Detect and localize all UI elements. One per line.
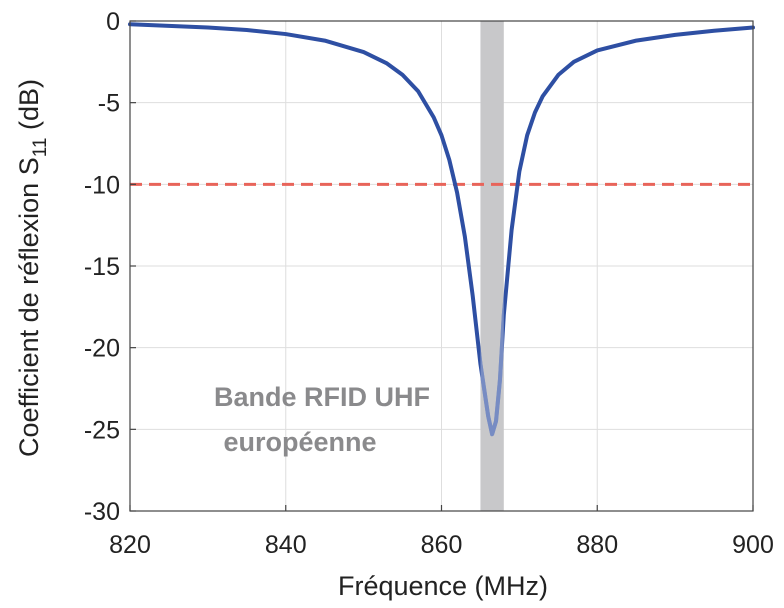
- band-label-line-2: européenne: [223, 427, 376, 457]
- rfid-band-rect: [480, 21, 504, 511]
- band-label-line-1: Bande RFID UHF: [214, 382, 430, 412]
- y-tick-label: 0: [106, 8, 120, 36]
- x-tick-label: 860: [421, 531, 463, 559]
- x-tick-label: 880: [576, 531, 618, 559]
- y-tick-label: -20: [84, 335, 120, 363]
- rfid-band: [480, 21, 504, 511]
- y-axis-label-unit: (dB): [14, 79, 44, 138]
- x-tick-label: 840: [265, 531, 307, 559]
- y-tick-label: -15: [84, 253, 120, 281]
- series-line-band-overlay: [480, 293, 504, 437]
- y-tick-label: -10: [84, 171, 120, 199]
- series-line: [128, 22, 755, 437]
- plot-frame: [129, 20, 754, 512]
- y-tick-labels: 0 -5 -10 -15 -20 -25 -30: [84, 8, 120, 526]
- y-tick-label: -5: [98, 90, 120, 118]
- y-tick-label: -25: [84, 416, 120, 444]
- y-axis-label-text: Coefficient de réflexion S: [14, 157, 44, 457]
- y-tick-label: -30: [84, 498, 120, 526]
- x-tick-label: 900: [732, 531, 774, 559]
- x-tick-label: 820: [109, 531, 151, 559]
- x-tick-labels: 820 840 860 880 900: [109, 531, 774, 559]
- x-axis-label: Fréquence (MHz): [338, 571, 548, 601]
- series-layer: [128, 22, 755, 437]
- y-axis-label: Coefficient de réflexion S11 (dB): [14, 79, 51, 457]
- y-axis-label-subscript: 11: [30, 138, 51, 158]
